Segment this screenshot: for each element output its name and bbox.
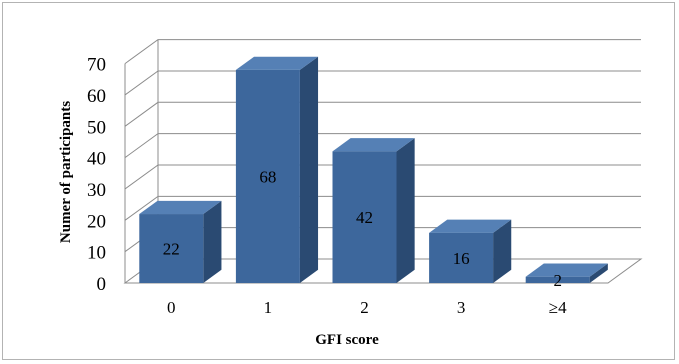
y-tick-label: 60 [87,86,106,107]
y-tick-label: 20 [87,211,106,232]
bar-front [525,276,590,283]
y-tick-label: 50 [87,117,106,138]
bar-front [139,214,204,283]
data-label: 22 [163,240,180,259]
x-tick-labels: 0 1 2 3 ≥4 [167,298,567,317]
bar-top [235,56,319,70]
bar-top [429,219,512,233]
gridline [124,164,641,190]
bars: 22 68 42 16 2 [139,56,608,290]
y-tick-labels: 0 10 20 30 40 50 60 70 [87,55,106,295]
data-label: 16 [453,249,470,268]
gridline [124,70,641,96]
x-tick-label: 1 [264,298,273,317]
y-tick-label: 10 [87,243,106,264]
bar-side [589,263,608,283]
bar-front [332,151,397,283]
y-tick-label: 70 [87,55,106,76]
y-tick-label: 40 [87,149,106,170]
bar-1: 68 [235,56,319,283]
gridline [124,101,641,127]
bar-side [493,219,512,283]
bar-side [299,56,319,283]
x-axis-title: GFI score [315,332,379,348]
data-label: 68 [259,167,276,186]
gridlines [124,39,641,253]
bar-front [429,232,494,283]
x-tick-label: 0 [167,298,176,317]
gridline [124,195,641,221]
y-axis-title: Numer of participants [58,101,74,243]
data-label: 2 [553,271,562,290]
gridline [124,133,641,159]
bar-4: 2 [525,263,608,290]
bar-3: 16 [429,219,512,283]
bar-side [203,200,222,283]
y-tick-label: 0 [97,274,107,295]
x-tick-label: 2 [360,298,369,317]
x-tick-label: ≥4 [549,298,567,317]
bar-front [235,69,300,283]
bar-side [396,138,415,283]
bar-top [525,263,608,277]
data-label: 42 [356,208,373,227]
bar-top [332,138,415,152]
bar-top [139,200,222,215]
x-tick-label: 3 [457,298,466,317]
y-tick-label: 30 [87,180,106,201]
bar-0: 22 [139,200,222,283]
gridline [124,39,641,65]
bar-2: 42 [332,138,415,283]
